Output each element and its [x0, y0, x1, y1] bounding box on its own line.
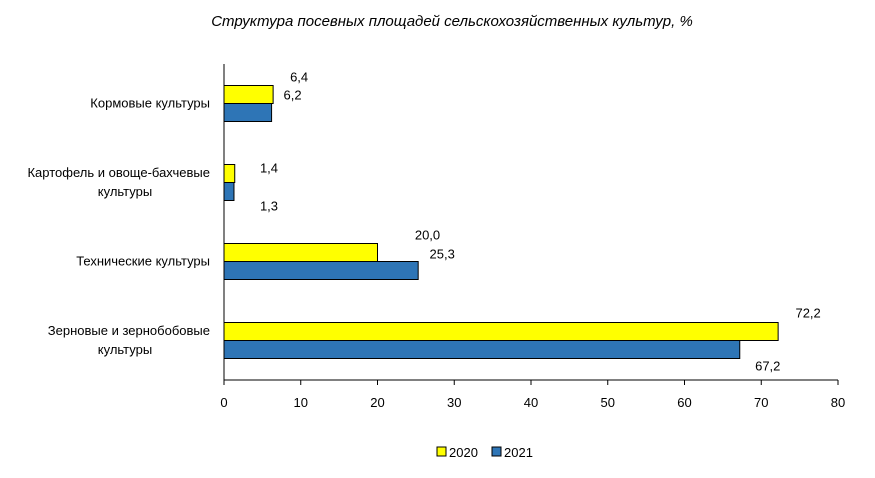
- x-tick-label: 10: [294, 395, 308, 410]
- bar-2021: [223, 103, 273, 122]
- category-label: Кормовые культуры: [90, 96, 210, 111]
- chart-title: Структура посевных площадей сельскохозяй…: [211, 13, 693, 30]
- bar-2020: [223, 243, 378, 262]
- plot-area: 0 10 20 30 40 50 60 70 80 Зерновые и зернобобовые…: [27, 64, 845, 410]
- x-tick-label: 50: [601, 395, 615, 410]
- category-label: Картофель и овоще-бахчевые: [27, 165, 210, 180]
- x-tick-label: 40: [524, 395, 538, 410]
- legend-label-2020: 2020: [449, 445, 478, 460]
- x-tick-label: 80: [831, 395, 845, 410]
- x-tick-label: 20: [370, 395, 384, 410]
- legend-swatch-2020: [436, 446, 447, 457]
- data-label-2020: 20,0: [415, 228, 440, 243]
- category-label: Технические культуры: [76, 254, 210, 269]
- bar-2021: [223, 182, 235, 201]
- legend-label-2021: 2021: [504, 445, 533, 460]
- data-label-2020: 1,4: [260, 161, 278, 176]
- category-label: Зерновые и зернобобовые: [48, 323, 210, 338]
- bar-2020: [223, 85, 274, 104]
- bar-2020: [223, 322, 779, 341]
- bar-2021: [223, 340, 741, 359]
- category-label: культуры: [98, 184, 152, 199]
- x-tick-label: 0: [220, 395, 227, 410]
- data-label-2021: 6,2: [284, 88, 302, 103]
- data-label-2020: 72,2: [795, 306, 820, 321]
- legend-swatch-2021: [491, 446, 502, 457]
- data-label-2021: 1,3: [260, 199, 278, 214]
- x-tick-label: 30: [447, 395, 461, 410]
- bar-2021: [223, 261, 419, 280]
- x-tick-label: 70: [754, 395, 768, 410]
- data-label-2020: 6,4: [290, 70, 308, 85]
- data-label-2021: 25,3: [430, 247, 455, 262]
- data-label-2021: 67,2: [755, 359, 780, 374]
- x-tick-label: 60: [677, 395, 691, 410]
- category-label: культуры: [98, 342, 152, 357]
- legend: 2020 2021: [436, 445, 533, 460]
- bar-2020: [223, 164, 236, 183]
